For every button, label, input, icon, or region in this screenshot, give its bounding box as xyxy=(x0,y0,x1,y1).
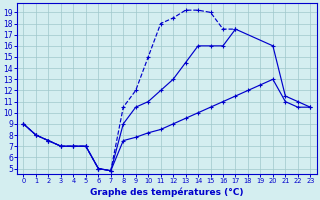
X-axis label: Graphe des températures (°C): Graphe des températures (°C) xyxy=(90,187,244,197)
